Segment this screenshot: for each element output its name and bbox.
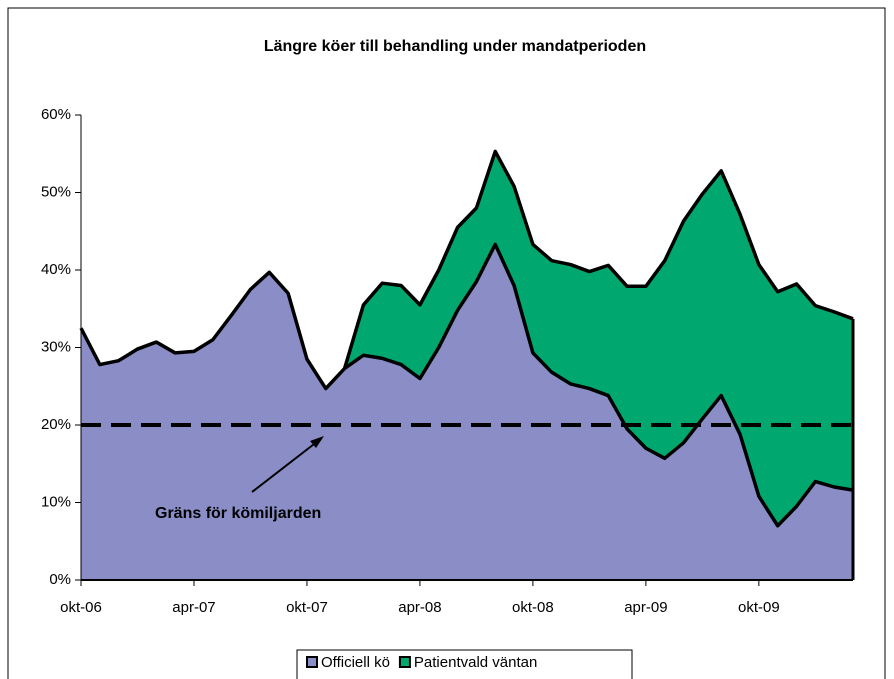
x-tick-label: apr-07: [172, 599, 215, 616]
x-tick-label: okt-07: [286, 599, 328, 616]
y-tick-label: 0%: [49, 571, 71, 588]
legend-swatch: [398, 656, 411, 668]
x-tick-label: apr-08: [398, 599, 441, 616]
arrow-head: [310, 436, 324, 448]
y-tick-label: 50%: [41, 183, 71, 200]
legend: Officiell kö Patientvald väntan: [296, 649, 633, 679]
area-line: [79, 242, 854, 528]
x-tick-label: apr-09: [624, 599, 667, 616]
annotation-arrow: [251, 440, 319, 493]
legend-label: Officiell kö: [321, 654, 390, 671]
area: [344, 151, 853, 526]
annotation-text: Gräns för kömiljarden: [155, 505, 321, 522]
legend-box: [296, 649, 633, 679]
x-tick-label: okt-09: [738, 599, 780, 616]
y-tick-label: 20%: [41, 416, 71, 433]
y-tick-label: 60%: [41, 106, 71, 123]
y-tick-label: 40%: [41, 261, 71, 278]
y-tick-label: 10%: [41, 493, 71, 510]
area-line: [342, 149, 854, 369]
chart-title: Längre köer till behandling under mandat…: [264, 38, 646, 55]
area: [81, 244, 853, 581]
legend-label: Patientvald väntan: [414, 654, 537, 671]
x-tick-label: okt-06: [60, 599, 102, 616]
y-tick-label: 30%: [41, 338, 71, 355]
legend-swatch: [306, 656, 318, 668]
x-tick-label: okt-08: [512, 599, 554, 616]
